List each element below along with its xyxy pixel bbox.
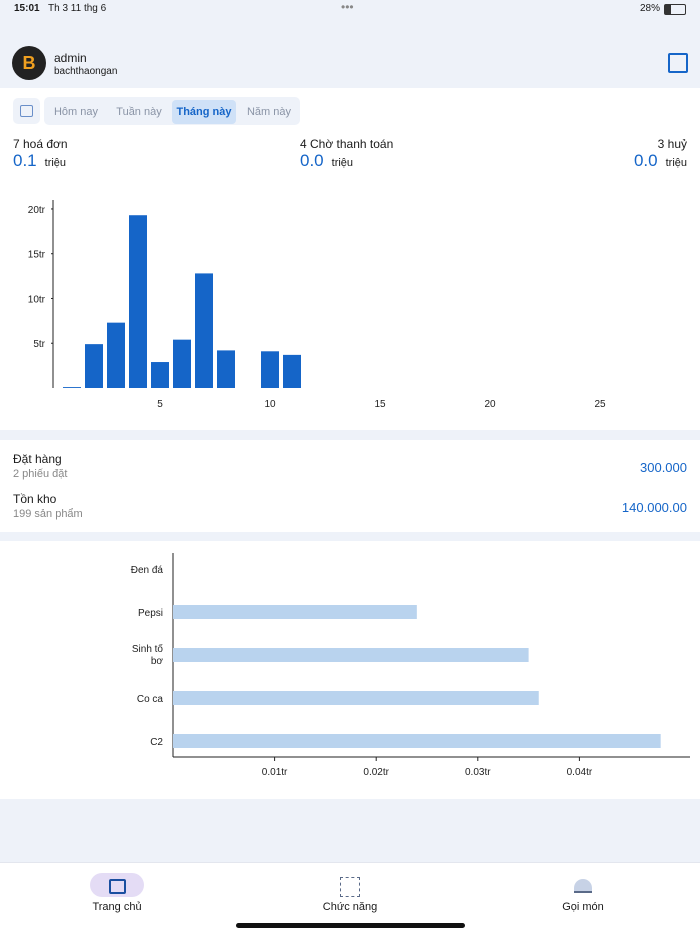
grid-icon[interactable] (340, 877, 360, 897)
stat: 7 hoá đơn 0.1 triệu (13, 137, 68, 171)
nav-label[interactable]: Trang chủ (92, 901, 142, 913)
y-tick-label: 10tr (28, 294, 46, 305)
revenue-chart: 5tr 10tr 15tr 20tr 5 10 15 20 25 (28, 200, 606, 410)
stat-unit: triệu (44, 157, 67, 169)
stat-value: 0.0 (633, 151, 658, 170)
tab[interactable]: Tháng này (172, 100, 236, 124)
status-time: 15:01 (14, 3, 40, 14)
x-tick-label: 0.03tr (465, 767, 491, 778)
x-tick-label: 5 (157, 399, 163, 410)
stat-label: 7 hoá đơn (13, 137, 68, 151)
summary-subtitle: 2 phiếu đặt (13, 468, 68, 480)
calendar-button[interactable] (13, 98, 40, 124)
y-tick-label: C2 (150, 737, 163, 748)
x-tick-label: 15 (374, 399, 386, 410)
summary-value: 300.000 (640, 460, 687, 475)
bar (63, 387, 81, 388)
product-card (0, 541, 700, 799)
home-indicator (236, 923, 465, 928)
summary-value: 140.000.00 (621, 500, 687, 515)
summary-title: Tồn kho (13, 492, 57, 506)
stat-unit: triệu (665, 157, 687, 169)
stat-label: 4 Chờ thanh toán (300, 137, 394, 151)
y-tick-label: Co ca (137, 694, 164, 705)
user-name: admin (54, 51, 87, 65)
nav-label[interactable]: Chức năng (322, 901, 378, 913)
stat-label: 3 huỷ (657, 137, 687, 151)
bar (151, 362, 169, 388)
x-tick-label: 0.02tr (363, 767, 389, 778)
y-tick-label: 5tr (33, 339, 45, 350)
summary-title: Đặt hàng (13, 452, 62, 466)
tab[interactable]: Năm này (246, 106, 292, 118)
user-handle: bachthaongan (54, 66, 118, 77)
x-tick-label: 10 (264, 399, 276, 410)
bar (261, 351, 279, 388)
tab[interactable]: Tuần này (116, 106, 162, 118)
bar (107, 322, 125, 388)
stat-value: 0.0 (300, 151, 324, 170)
status-date: Th 3 11 thg 6 (48, 3, 107, 14)
summary-card (0, 440, 700, 532)
stat: 3 huỷ 0.0 triệu (634, 137, 687, 171)
stat-value: 0.1 (13, 151, 37, 170)
home-icon[interactable] (109, 879, 126, 894)
y-tick-label: Sinh tố bơ (132, 643, 164, 667)
status-battery: 28% (640, 3, 661, 14)
stat-unit: triệu (331, 157, 354, 169)
y-tick-label: 15tr (28, 250, 46, 261)
y-tick-label: Pepsi (138, 608, 163, 619)
stat: 4 Chờ thanh toán 0.0 triệu (300, 137, 393, 171)
product-chart: 0.01tr 0.02tr 0.03tr 0.04tr Đen đá Pepsi Sinh … (131, 553, 690, 778)
bar (85, 344, 103, 388)
bar (195, 273, 213, 388)
x-tick-label: 25 (594, 399, 606, 410)
x-tick-label: 0.01tr (262, 767, 288, 778)
bar (173, 339, 191, 388)
y-tick-label: 20tr (28, 205, 46, 216)
x-tick-label: 20 (484, 399, 496, 410)
bar (283, 354, 301, 388)
summary-subtitle: 199 sản phẩm (13, 508, 83, 520)
bar (173, 605, 417, 619)
order-icon[interactable] (574, 879, 592, 893)
bar (173, 734, 661, 748)
y-tick-label: Đen đá (131, 565, 164, 576)
bar (217, 350, 235, 388)
bar (173, 648, 529, 662)
avatar[interactable]: B (12, 46, 46, 80)
bar (129, 215, 147, 388)
tab[interactable]: Hôm nay (53, 106, 99, 118)
nav-label[interactable]: Gọi món (562, 901, 604, 913)
x-tick-label: 0.04tr (567, 767, 593, 778)
bar (173, 691, 539, 705)
qr-button[interactable] (668, 53, 688, 73)
status-dots: ••• (341, 0, 354, 14)
battery-icon (664, 4, 686, 15)
